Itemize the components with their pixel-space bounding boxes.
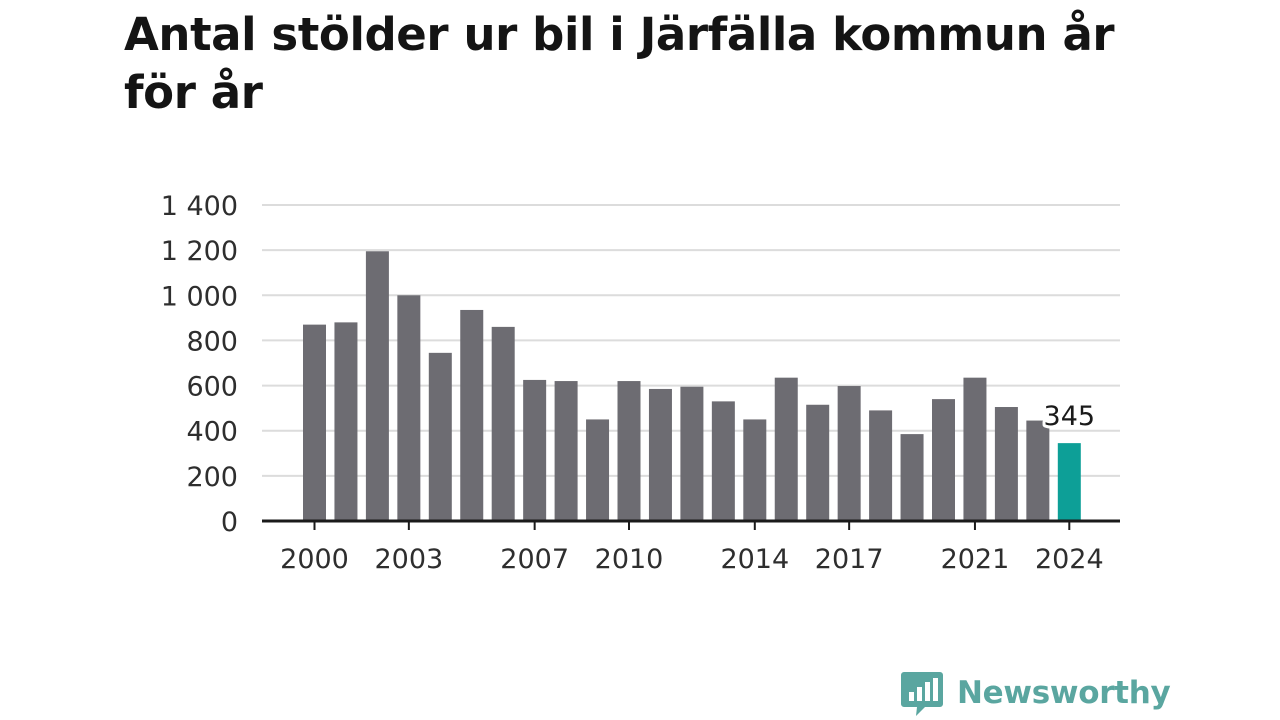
bar-2006 bbox=[491, 326, 515, 521]
y-tick-label: 1 400 bbox=[161, 191, 238, 222]
bar-2008 bbox=[554, 381, 578, 521]
bar-2009 bbox=[586, 419, 610, 521]
x-tick-label: 2000 bbox=[280, 544, 349, 575]
bar-2002 bbox=[365, 251, 389, 521]
x-tick-label: 2024 bbox=[1035, 544, 1104, 575]
x-axis-tick-labels: 2000 2003 2007 2010 2014 2017 2021 2024 bbox=[280, 544, 1104, 575]
x-tick-label: 2014 bbox=[720, 544, 789, 575]
bar-2010 bbox=[617, 381, 641, 521]
bar-2016 bbox=[806, 404, 830, 521]
y-tick-label: 1 200 bbox=[161, 236, 238, 267]
x-tick-label: 2003 bbox=[374, 544, 443, 575]
bar-2003 bbox=[397, 295, 421, 521]
bar-2019 bbox=[900, 434, 924, 521]
bars bbox=[303, 251, 1081, 521]
y-tick-label: 1 000 bbox=[161, 281, 238, 312]
y-tick-label: 800 bbox=[186, 326, 238, 357]
bar-2013 bbox=[711, 401, 735, 521]
bar-2005 bbox=[460, 309, 484, 521]
y-tick-label: 400 bbox=[186, 417, 238, 448]
bar-2017 bbox=[837, 386, 861, 521]
bar-2015 bbox=[774, 377, 798, 521]
bar-2004 bbox=[428, 352, 452, 521]
y-tick-label: 200 bbox=[186, 462, 238, 493]
x-axis bbox=[262, 519, 1120, 530]
bar-2022 bbox=[994, 407, 1018, 521]
bar-2021 bbox=[963, 377, 987, 521]
bar-2018 bbox=[869, 410, 893, 521]
y-axis-tick-labels: 0 200 400 600 800 1 000 1 200 1 400 bbox=[161, 191, 238, 538]
newsworthy-logo-icon bbox=[901, 672, 943, 716]
x-tick-label: 2007 bbox=[500, 544, 569, 575]
bar-2012 bbox=[680, 386, 704, 521]
bar-2023 bbox=[1026, 420, 1050, 521]
x-tick-label: 2017 bbox=[815, 544, 884, 575]
bar-2000 bbox=[303, 324, 326, 521]
y-tick-label: 0 bbox=[221, 507, 238, 538]
data-labels: 345 bbox=[1041, 398, 1099, 435]
newsworthy-logo-text: Newsworthy bbox=[957, 675, 1171, 711]
bar-2014 bbox=[743, 419, 767, 521]
x-tick-label: 2010 bbox=[595, 544, 664, 575]
x-tick-label: 2021 bbox=[941, 544, 1010, 575]
bar-2020 bbox=[932, 399, 955, 521]
y-tick-label: 600 bbox=[186, 372, 238, 403]
newsworthy-logo: Newsworthy bbox=[901, 670, 1171, 716]
bar-2024 bbox=[1057, 443, 1081, 521]
data-label-2024: 345 bbox=[1044, 401, 1096, 432]
bar-2007 bbox=[523, 379, 547, 521]
bar-2001 bbox=[334, 322, 358, 521]
bar-2011 bbox=[648, 388, 672, 521]
chart-title: Antal stölder ur bil i Järfälla kommun å… bbox=[124, 8, 1115, 119]
